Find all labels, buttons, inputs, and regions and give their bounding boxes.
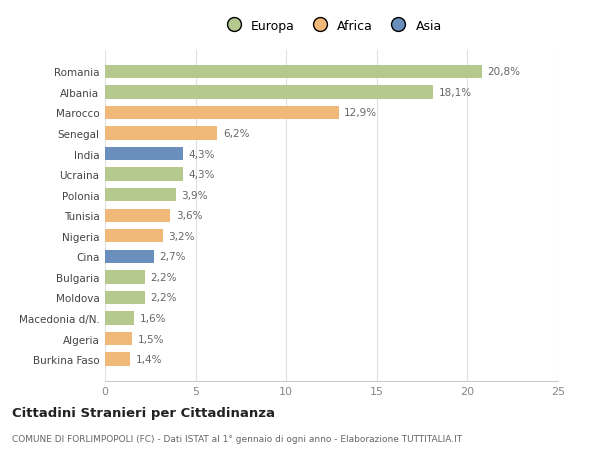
Text: 6,2%: 6,2%: [223, 129, 249, 139]
Text: 4,3%: 4,3%: [188, 149, 215, 159]
Text: 3,9%: 3,9%: [181, 190, 208, 200]
Bar: [105, 332, 132, 346]
Legend: Europa, Africa, Asia: Europa, Africa, Asia: [216, 15, 447, 38]
Text: 3,6%: 3,6%: [176, 211, 202, 221]
Text: 12,9%: 12,9%: [344, 108, 377, 118]
Bar: [105, 66, 482, 79]
Bar: [105, 271, 145, 284]
Bar: [105, 127, 217, 140]
Bar: [105, 106, 339, 120]
Bar: [105, 312, 134, 325]
Bar: [105, 250, 154, 263]
Text: 1,6%: 1,6%: [139, 313, 166, 323]
Bar: [105, 230, 163, 243]
Text: 1,4%: 1,4%: [136, 354, 163, 364]
Text: 3,2%: 3,2%: [169, 231, 195, 241]
Text: 4,3%: 4,3%: [188, 170, 215, 180]
Bar: [105, 86, 433, 99]
Bar: [105, 168, 183, 181]
Text: Cittadini Stranieri per Cittadinanza: Cittadini Stranieri per Cittadinanza: [12, 406, 275, 419]
Bar: [105, 147, 183, 161]
Text: 1,5%: 1,5%: [137, 334, 164, 344]
Text: COMUNE DI FORLIMPOPOLI (FC) - Dati ISTAT al 1° gennaio di ogni anno - Elaborazio: COMUNE DI FORLIMPOPOLI (FC) - Dati ISTAT…: [12, 434, 462, 443]
Text: 2,2%: 2,2%: [151, 272, 177, 282]
Text: 20,8%: 20,8%: [487, 67, 520, 77]
Text: 2,2%: 2,2%: [151, 293, 177, 303]
Bar: [105, 209, 170, 223]
Bar: [105, 353, 130, 366]
Bar: [105, 189, 176, 202]
Text: 2,7%: 2,7%: [160, 252, 186, 262]
Bar: [105, 291, 145, 304]
Text: 18,1%: 18,1%: [439, 88, 472, 98]
